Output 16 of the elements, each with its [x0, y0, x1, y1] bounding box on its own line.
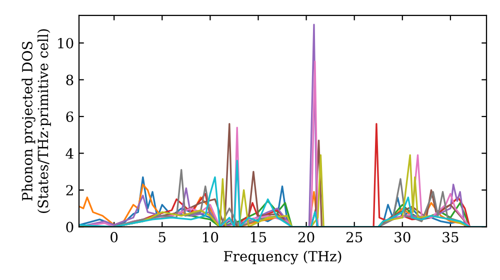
y-tick-label: 8	[66, 74, 74, 86]
x-tick-label: 10	[203, 232, 218, 242]
y-tick-label: 10	[58, 38, 74, 48]
y-tick-label: 0	[66, 222, 74, 232]
y-axis-title: Phonon projected DOS (States/THz·primitive cell)	[22, 29, 51, 213]
x-tick-label: 35	[442, 232, 458, 242]
x-axis-title: Frequency (THz)	[224, 250, 342, 264]
y-tick-label: 2	[66, 185, 73, 196]
x-tick-label: 5	[158, 232, 166, 242]
x-tick-label: 25	[346, 232, 362, 242]
y-tick-label: 6	[66, 111, 74, 122]
x-tick-label: 20	[298, 232, 314, 242]
x-tick-label: 0	[110, 232, 118, 242]
x-tick-label: 30	[394, 232, 410, 242]
x-tick-label: 15	[251, 232, 266, 242]
y-tick-label: 4	[66, 148, 74, 159]
